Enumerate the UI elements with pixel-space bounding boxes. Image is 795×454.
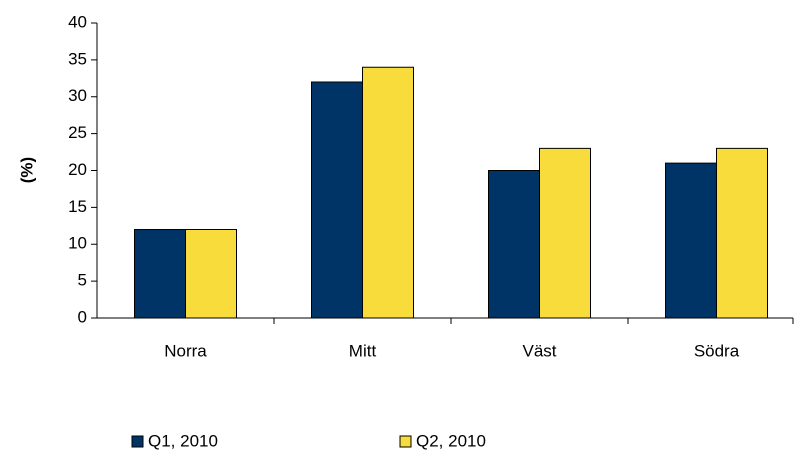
legend-swatch xyxy=(399,435,412,448)
bar xyxy=(134,229,186,319)
legend-label: Q2, 2010 xyxy=(416,431,486,450)
bar xyxy=(716,147,768,319)
x-tick-label: Mitt xyxy=(349,341,377,360)
bar xyxy=(185,229,237,319)
x-tick-label: Södra xyxy=(694,341,740,360)
y-tick-label: 15 xyxy=(68,197,87,216)
y-tick-label: 0 xyxy=(78,307,87,326)
y-tick-label: 25 xyxy=(68,123,87,142)
y-tick-label: 5 xyxy=(78,271,87,290)
y-tick-label: 20 xyxy=(68,160,87,179)
x-tick-label: Väst xyxy=(522,341,556,360)
legend-swatch xyxy=(131,435,144,448)
bar xyxy=(311,81,363,319)
y-tick-label: 40 xyxy=(68,12,87,31)
bar xyxy=(488,170,540,319)
y-tick-label: 35 xyxy=(68,49,87,68)
bar xyxy=(362,66,414,319)
bar xyxy=(665,162,717,319)
legend-label: Q1, 2010 xyxy=(148,431,218,450)
x-tick-label: Norra xyxy=(164,341,207,360)
y-axis-label: (%) xyxy=(17,157,36,183)
y-tick-label: 10 xyxy=(68,234,87,253)
bar xyxy=(539,147,591,319)
y-tick-label: 30 xyxy=(68,86,87,105)
